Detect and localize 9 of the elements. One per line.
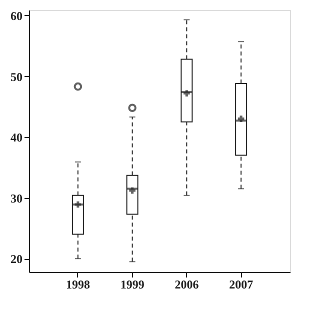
y-tick-label: 50 <box>10 70 22 84</box>
x-tick-label: 1998 <box>66 278 90 292</box>
y-tick-label: 20 <box>10 252 22 266</box>
x-tick-label: 2007 <box>229 278 254 292</box>
y-tick-label: 40 <box>10 130 22 145</box>
x-tick-label: 1999 <box>120 278 144 292</box>
x-tick-label: 2006 <box>174 278 199 292</box>
y-tick-label: 60 <box>10 8 22 23</box>
y-tick-label: 30 <box>10 191 22 206</box>
